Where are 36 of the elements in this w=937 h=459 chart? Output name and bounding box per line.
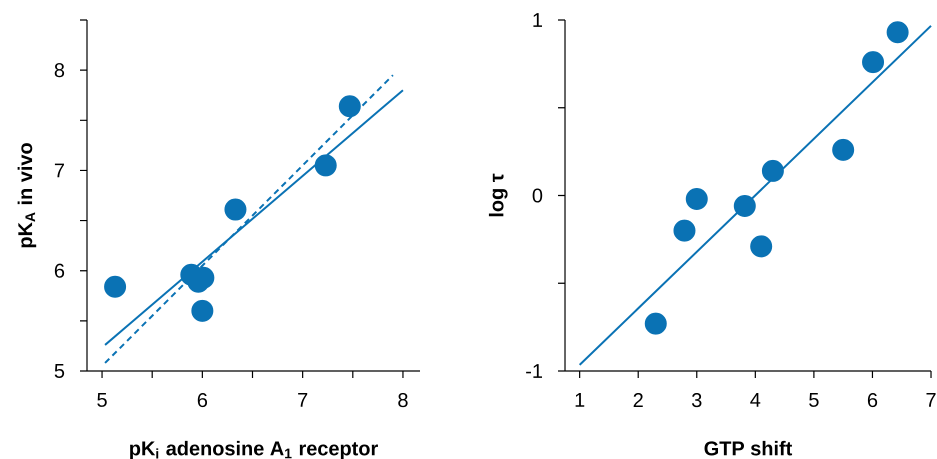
- x-axis-title: pK$_{i}$ adenosine A$_{1}$ receptor: [130, 440, 378, 459]
- x-tick-label: 7: [926, 393, 936, 407]
- x-tick-label: 6: [868, 393, 878, 408]
- y-tick-label: 8: [54, 63, 64, 78]
- x-tick-label: 5: [97, 393, 107, 407]
- y-axis-title: pK$_{A}$ in vivo: [18, 143, 36, 248]
- y-axis-title: log τ: [488, 174, 508, 216]
- point: [750, 235, 772, 258]
- x-tick-label: 8: [398, 393, 408, 408]
- y-tick-label: 1: [533, 13, 542, 27]
- point: [762, 160, 784, 182]
- x-tick-label: 4: [750, 393, 760, 407]
- point: [191, 300, 214, 322]
- y-tick-label: -1: [526, 364, 542, 378]
- point: [886, 21, 909, 44]
- point: [862, 51, 884, 74]
- x-tick-label: 3: [692, 393, 702, 408]
- x-tick-label: 5: [809, 393, 819, 407]
- point: [224, 198, 246, 221]
- x-tick-label: 7: [298, 393, 308, 407]
- point: [644, 312, 667, 335]
- x-tick-label: 1: [576, 393, 584, 407]
- point: [104, 276, 126, 298]
- x-tick-label: 2: [634, 393, 643, 407]
- point: [314, 154, 337, 176]
- point: [832, 138, 854, 161]
- y-tick-label: 0: [532, 188, 542, 203]
- point: [686, 188, 708, 210]
- point: [673, 220, 696, 242]
- x-tick-label: 6: [198, 393, 208, 408]
- x-axis-title: GTP shift: [704, 440, 792, 456]
- y-tick-label: 6: [54, 264, 64, 278]
- y-tick-label: 7: [54, 164, 64, 178]
- y-tick-label: 5: [54, 364, 64, 378]
- point: [338, 95, 361, 118]
- point: [734, 195, 756, 218]
